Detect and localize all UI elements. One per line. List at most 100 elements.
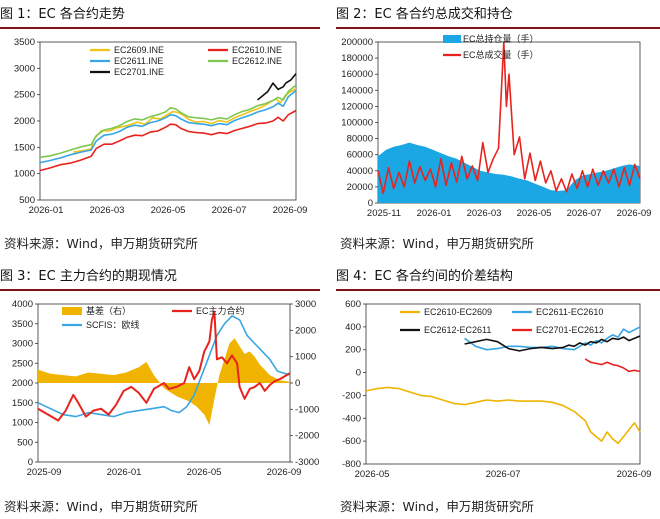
series-line-c1-2 — [39, 89, 297, 164]
y-tick-label-c2-4: 80000 — [347, 134, 373, 145]
y2-tick-label-c3-5: 2000 — [295, 325, 316, 336]
panel1-title-bar — [0, 27, 320, 29]
y-tick-label-c2-6: 120000 — [341, 101, 373, 112]
series-line-c1-1 — [39, 109, 297, 172]
x-tick-label-c1-3: 2026-07 — [212, 205, 247, 216]
legend-c4-1-label: EC2611-EC2610 — [536, 307, 603, 317]
x-tick-label-c1-0: 2026-01 — [29, 205, 64, 216]
y-tick-label-c2-3: 60000 — [347, 150, 373, 161]
y2-tick-label-c3-2: -1000 — [295, 404, 319, 415]
y-tick-label-c4-7: 600 — [345, 299, 361, 310]
y-tick-label-c1-2: 1500 — [14, 142, 35, 153]
panel3-title: 图 3：EC 主力合约的期现情况 — [0, 269, 177, 284]
legend-c3-2-label: SCFIS：欧线 — [86, 319, 140, 330]
y2-tick-label-c3-6: 3000 — [295, 299, 316, 310]
legend-c2-0-swatch — [443, 35, 461, 43]
series-line-c4-1 — [464, 326, 641, 351]
x-tick-label-c4-2: 2026-09 — [617, 469, 652, 480]
y-tick-label-c3-4: 2000 — [12, 378, 33, 389]
legend-c4-3-label: EC2701-EC2612 — [536, 325, 604, 335]
legend-c1-1-label: EC2610.INE — [232, 45, 282, 55]
x-tick-label-c2-4: 2026-07 — [567, 208, 602, 219]
y-tick-label-c4-6: 400 — [345, 322, 361, 333]
legend-c3-0-swatch — [62, 307, 82, 315]
x-tick-label-c2-0: 2025-11 — [367, 208, 401, 219]
y-tick-label-c1-6: 3500 — [14, 37, 35, 48]
panel2-title-bar — [336, 27, 660, 29]
x-tick-label-c4-1: 2026-07 — [486, 469, 521, 480]
series-area-c2-0 — [378, 142, 640, 203]
y-tick-label-c1-0: 500 — [19, 195, 35, 206]
y-tick-label-c4-5: 200 — [345, 345, 361, 356]
legend-c2-1-label: EC总成交量（手） — [463, 49, 539, 60]
y-tick-label-c4-0: -800 — [342, 459, 361, 470]
x-tick-label-c2-1: 2026-01 — [417, 208, 452, 219]
series-line-c4-3 — [584, 358, 641, 373]
y-tick-label-c2-5: 100000 — [341, 118, 373, 129]
legend-c1-4-label: EC2701.INE — [114, 67, 164, 77]
x-tick-label-c3-0: 2025-09 — [27, 467, 62, 478]
x-tick-label-c3-3: 2026-09 — [267, 467, 302, 478]
x-tick-label-c1-4: 2026-09 — [273, 205, 308, 216]
series-line-c1-4 — [257, 73, 297, 101]
y-tick-label-c2-0: 0 — [368, 198, 373, 209]
y-tick-label-c2-10: 200000 — [341, 37, 373, 48]
y-tick-label-c3-7: 3500 — [12, 319, 33, 330]
y-tick-label-c4-3: -200 — [342, 390, 361, 401]
y-tick-label-c2-8: 160000 — [341, 69, 373, 80]
y2-tick-label-c3-0: -3000 — [295, 457, 319, 468]
panel2-title: 图 2：EC 各合约总成交和持仓 — [336, 7, 513, 22]
panel2-source: 资料来源：Wind，申万期货研究所 — [340, 236, 534, 251]
y-tick-label-c3-1: 500 — [17, 437, 33, 448]
y-tick-label-c1-5: 3000 — [14, 63, 35, 74]
series-line-c4-2 — [464, 335, 641, 352]
y-tick-label-c3-3: 1500 — [12, 398, 33, 409]
series-line-c1-3 — [39, 84, 297, 159]
panel1-source: 资料来源：Wind，申万期货研究所 — [4, 236, 198, 251]
series-line-c4-0 — [365, 386, 641, 445]
legend-c2-0-label: EC总持仓量（手） — [463, 33, 539, 44]
panel4-title-bar — [336, 289, 660, 291]
series-bars-c3-0 — [38, 338, 290, 426]
y-tick-label-c4-2: -400 — [342, 413, 361, 424]
y-tick-label-c3-8: 4000 — [12, 299, 33, 310]
legend-c1-3-label: EC2612.INE — [232, 56, 282, 66]
y-tick-label-c1-4: 2500 — [14, 90, 35, 101]
y-tick-label-c1-1: 1000 — [14, 169, 35, 180]
y2-tick-label-c3-3: 0 — [295, 378, 300, 389]
y-tick-label-c3-0: 0 — [28, 457, 33, 468]
legend-c4-0-label: EC2610-EC2609 — [424, 307, 492, 317]
y-tick-label-c3-5: 2500 — [12, 358, 33, 369]
panel1-title: 图 1：EC 各合约走势 — [0, 7, 125, 22]
series-line-c3-2 — [37, 315, 291, 418]
y-tick-label-c4-1: -600 — [342, 436, 361, 447]
x-tick-label-c3-1: 2026-01 — [107, 467, 142, 478]
x-tick-label-c4-0: 2026-05 — [355, 469, 390, 480]
y-tick-label-c2-9: 180000 — [341, 53, 373, 64]
series-line-c3-1 — [37, 310, 291, 422]
legend-c4-2-label: EC2612-EC2611 — [424, 325, 491, 335]
y-tick-label-c3-2: 1000 — [12, 418, 33, 429]
legend-c3-0-label: 基差（右） — [86, 305, 131, 316]
panel3-title-bar — [0, 289, 320, 291]
y-tick-label-c3-6: 3000 — [12, 339, 33, 350]
panel4-source: 资料来源：Wind，申万期货研究所 — [340, 499, 534, 514]
x-tick-label-c1-2: 2026-05 — [151, 205, 186, 216]
y-tick-label-c4-4: 0 — [356, 368, 361, 379]
series-line-c2-1 — [377, 41, 641, 195]
legend-c1-2-label: EC2611.INE — [114, 56, 163, 66]
y-tick-label-c1-3: 2000 — [14, 116, 35, 127]
x-tick-label-c2-3: 2026-05 — [517, 208, 552, 219]
x-tick-label-c1-1: 2026-03 — [90, 205, 125, 216]
y2-tick-label-c3-1: -2000 — [295, 431, 319, 442]
x-tick-label-c2-5: 2026-09 — [617, 208, 652, 219]
x-tick-label-c3-2: 2026-05 — [187, 467, 222, 478]
y2-tick-label-c3-4: 1000 — [295, 352, 316, 363]
y-tick-label-c2-7: 140000 — [341, 85, 373, 96]
legend-c1-0-label: EC2609.INE — [114, 45, 164, 55]
legend-c3-1-label: EC主力合约 — [196, 305, 245, 316]
panel3-source: 资料来源：Wind，申万期货研究所 — [4, 499, 198, 514]
y-tick-label-c2-1: 20000 — [347, 182, 373, 193]
x-tick-label-c2-2: 2026-03 — [467, 208, 502, 219]
